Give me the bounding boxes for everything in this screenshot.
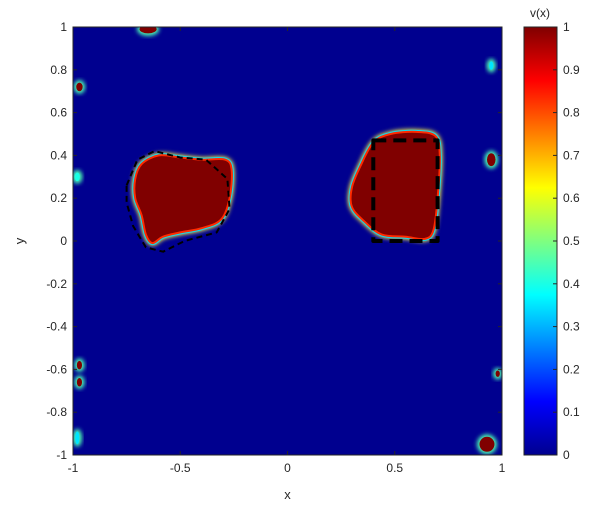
colorbar-tick-label: 0.8: [563, 106, 580, 120]
colorbar-tick-label: 0.4: [563, 277, 580, 291]
y-axis-label: y: [12, 237, 27, 244]
hot-spot: [489, 61, 494, 70]
y-tick-label: 0.6: [50, 106, 67, 120]
x-tick-label: 0: [284, 461, 291, 475]
y-tick-label: -0.6: [46, 362, 67, 376]
y-axis: 1 0.8 0.6 0.4 0.2 0 -0.2 -0.4 -0.6 -0.8 -1: [46, 20, 502, 462]
reference-outline-1: [125, 150, 231, 253]
reference-outline-2: [371, 138, 440, 243]
hot-spot: [74, 172, 80, 182]
colorbar-tick-label: 0.6: [563, 191, 580, 205]
y-tick-label: 0.2: [50, 191, 67, 205]
y-tick-label: 0.8: [50, 63, 67, 77]
y-tick-label: 0.4: [50, 148, 67, 162]
colorbar: [523, 26, 558, 456]
y-tick-label: -0.8: [46, 405, 67, 419]
reference-outlines: [125, 138, 440, 253]
hot-spot: [75, 431, 80, 445]
y-tick-label: 1: [60, 20, 67, 34]
x-tick-label: -0.5: [170, 461, 191, 475]
colorbar-tick-label: 0.9: [563, 63, 580, 77]
colorbar-tick-label: 0.2: [563, 362, 580, 376]
hot-spot: [76, 377, 83, 387]
x-tick-label: -1: [68, 461, 79, 475]
hot-spot: [479, 436, 495, 452]
hot-spot: [139, 27, 157, 34]
colorbar-tick-label: 0.1: [563, 405, 580, 419]
colorbar-tick-label: 0.3: [563, 320, 580, 334]
hot-spot: [76, 82, 83, 92]
colorbar-tick-label: 0: [563, 448, 570, 462]
colorbar-ticks: 1 0.9 0.8 0.7 0.6 0.5 0.4 0.3 0.2 0.1 0: [553, 20, 580, 462]
colorbar-tick-label: 1: [563, 20, 570, 34]
y-tick-label: -0.2: [46, 277, 67, 291]
y-tick-label: -1: [56, 448, 67, 462]
x-tick-label: 1: [499, 461, 506, 475]
hot-spot: [495, 370, 500, 377]
hot-spot: [76, 360, 83, 370]
y-tick-label: -0.4: [46, 320, 67, 334]
region-1: [133, 154, 233, 245]
x-axis: -1 -0.5 0 0.5 1: [68, 27, 506, 475]
x-axis-label: x: [284, 487, 291, 502]
x-tick-label: 0.5: [386, 461, 403, 475]
colorbar-tick-label: 0.7: [563, 148, 580, 162]
colorbar-tick-label: 0.5: [563, 234, 580, 248]
hot-spot: [486, 153, 496, 167]
colorbar-label: v(x): [530, 6, 550, 20]
y-tick-label: 0: [60, 234, 67, 248]
